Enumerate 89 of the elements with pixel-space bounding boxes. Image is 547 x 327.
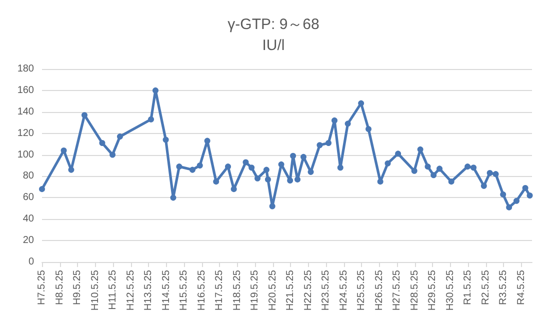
point (377, 178, 384, 185)
point (264, 176, 271, 182)
point (300, 154, 306, 160)
x-tick-label: H14.5.25 (160, 270, 172, 311)
point (170, 194, 176, 201)
x-tick-label: H30.5.25 (444, 270, 456, 311)
y-tick-label: 80 (22, 170, 34, 182)
x-tick-label: R2.5.25 (480, 270, 492, 306)
point (337, 164, 344, 171)
x-tick-label: H29.5.25 (427, 270, 438, 311)
x-tick-label: H22.5.25 (302, 270, 314, 311)
point (278, 161, 284, 168)
point (326, 140, 332, 146)
chart-subtitle: IU/l (262, 37, 285, 54)
point (464, 164, 471, 170)
point (417, 146, 424, 152)
point (152, 87, 158, 94)
x-tick-label: H23.5.25 (320, 270, 332, 311)
y-tick-label: 100 (17, 149, 34, 160)
y-tick-label: 0 (28, 256, 34, 268)
point (148, 116, 154, 122)
point (196, 162, 203, 168)
y-tick-label: 120 (17, 128, 34, 139)
point (430, 172, 437, 178)
point (189, 166, 196, 173)
point (514, 198, 520, 204)
point (287, 178, 294, 184)
x-tick-label: H9.5.25 (72, 270, 84, 306)
point (254, 175, 260, 182)
point (162, 136, 169, 143)
point (506, 204, 512, 210)
point (424, 164, 431, 170)
x-tick-label: H21.5.25 (285, 270, 296, 311)
x-tick-label: H11.5.25 (108, 270, 119, 310)
x-tick-label: H27.5.25 (392, 270, 403, 311)
point (384, 160, 391, 166)
y-tick-label: 60 (22, 192, 34, 204)
y-tick-label: 20 (22, 235, 34, 246)
point (99, 140, 106, 146)
point (269, 203, 276, 210)
y-tick-label: 180 (17, 64, 34, 74)
x-tick-label: H16.5.25 (196, 270, 208, 311)
point (486, 170, 493, 176)
x-tick-label: H15.5.25 (178, 270, 190, 311)
x-tick-label: H19.5.25 (250, 270, 261, 311)
point (436, 166, 443, 172)
x-tick-label: R1.5.25 (462, 270, 474, 306)
point (204, 138, 210, 144)
x-tick-label: R3.5.25 (498, 270, 510, 306)
x-tick-label: H12.5.25 (125, 270, 136, 311)
x-tick-label: H28.5.25 (409, 270, 420, 311)
point (500, 191, 506, 198)
x-tick-label: H18.5.25 (232, 270, 243, 311)
point (39, 186, 45, 192)
x-tick-label: H24.5.25 (338, 270, 350, 311)
point (492, 171, 499, 178)
y-tick-label: 140 (17, 106, 34, 118)
point (526, 192, 533, 199)
x-tick-label: H26.5.25 (374, 270, 385, 311)
point (290, 152, 296, 159)
x-tick-label: H13.5.25 (143, 270, 154, 311)
point (344, 120, 351, 127)
x-tick-label: H25.5.25 (356, 270, 368, 311)
chart-title: γ-GTP: 9～68 (228, 16, 320, 33)
x-tick-label: H10.5.25 (90, 270, 101, 311)
point (448, 178, 454, 185)
point (213, 178, 220, 185)
point (366, 126, 372, 132)
point (263, 166, 270, 173)
point (110, 152, 116, 158)
point (480, 182, 487, 189)
point (242, 159, 249, 166)
point (176, 164, 182, 170)
point (331, 117, 338, 124)
y-tick-label: 160 (17, 84, 34, 96)
point (248, 164, 255, 171)
point (116, 134, 123, 140)
point (316, 142, 323, 148)
x-tick-label: H7.5.25 (36, 270, 48, 306)
point (522, 185, 528, 192)
x-tick-label: H17.5.25 (214, 270, 226, 311)
x-tick-label: H8.5.25 (54, 270, 66, 306)
y-tick-label: 40 (22, 214, 34, 225)
point (230, 186, 237, 192)
point (395, 150, 402, 157)
x-tick-label: H20.5.25 (267, 270, 278, 311)
point (470, 164, 477, 171)
x-tick-label: R4.5.25 (516, 270, 527, 306)
point (411, 168, 418, 174)
